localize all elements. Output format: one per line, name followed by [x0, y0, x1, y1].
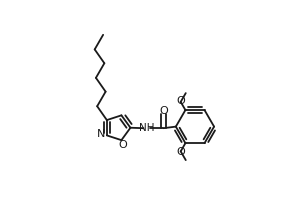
Text: O: O	[118, 140, 127, 150]
Text: O: O	[177, 147, 185, 157]
Text: O: O	[177, 96, 185, 106]
Text: O: O	[159, 106, 168, 116]
Text: NH: NH	[139, 123, 154, 133]
Text: N: N	[97, 129, 105, 139]
